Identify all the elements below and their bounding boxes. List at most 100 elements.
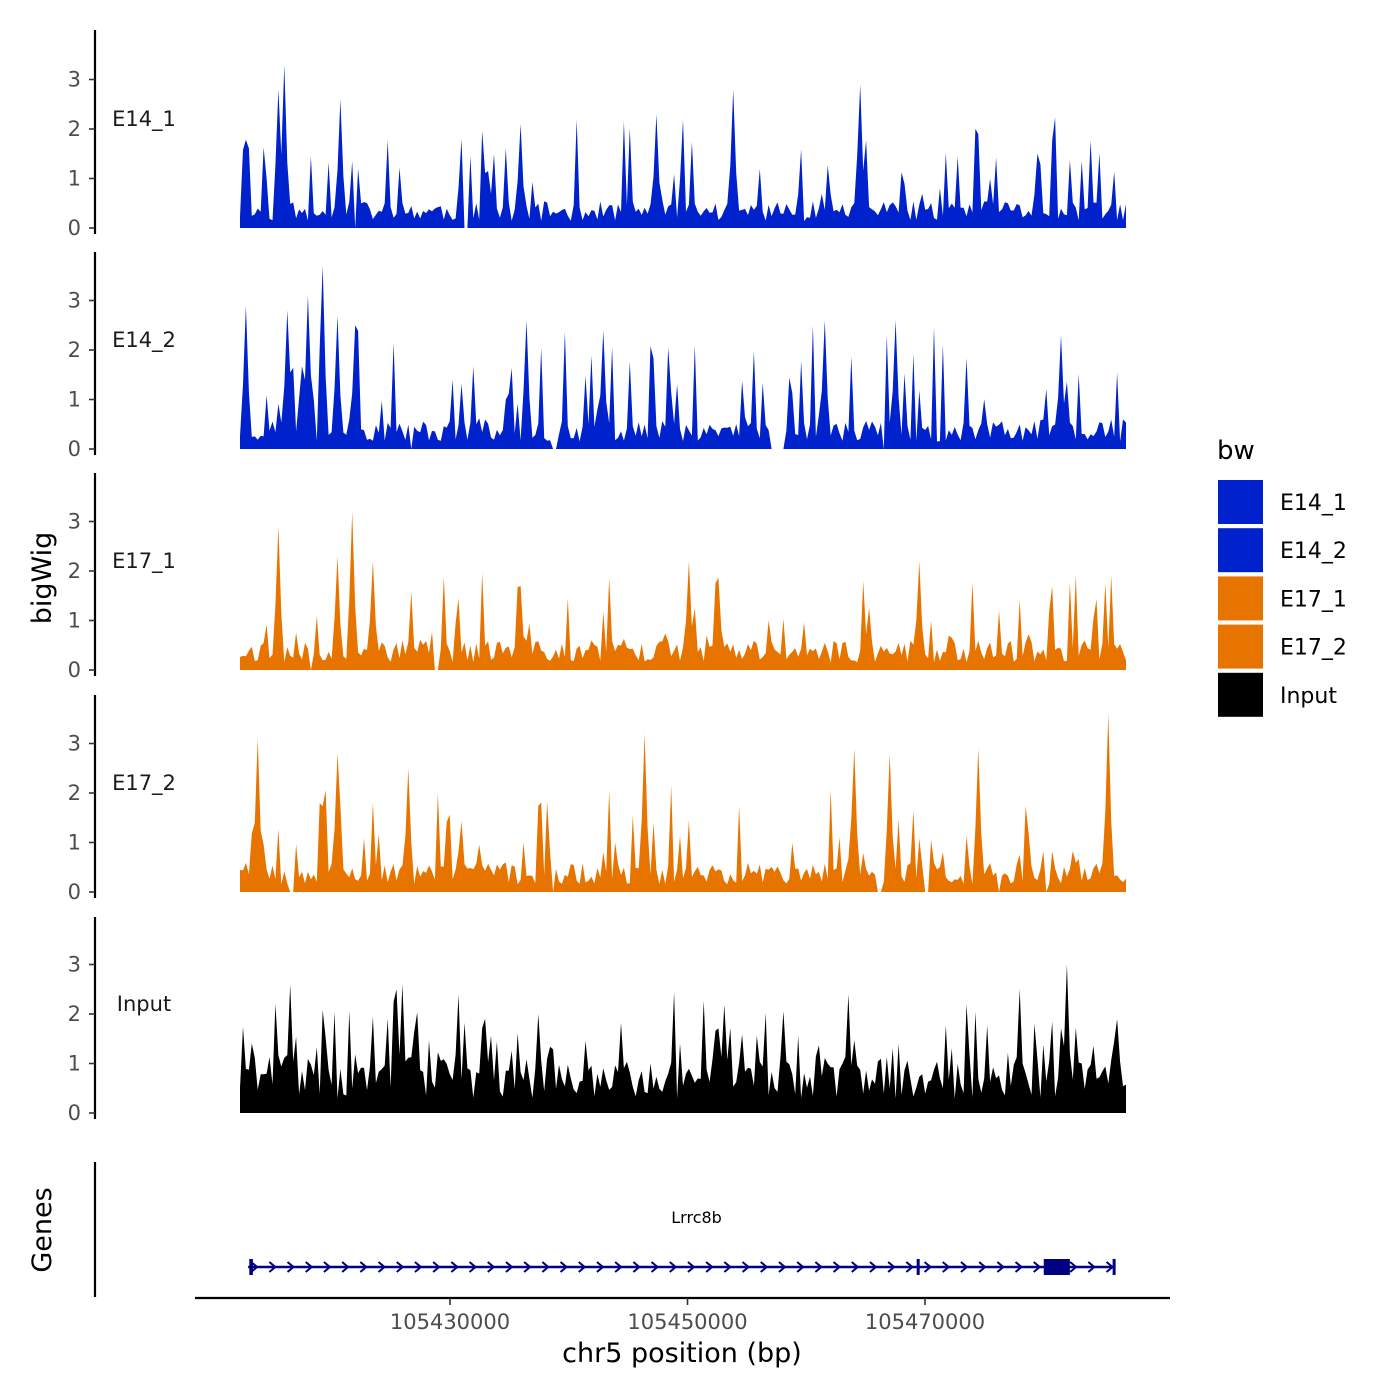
y-tick-label: 3: [68, 289, 81, 313]
y-tick-label: 3: [68, 953, 81, 977]
strand-arrow: [851, 1261, 860, 1273]
strand-arrow: [1105, 1261, 1115, 1273]
track-label: E14_1: [112, 107, 176, 132]
signal-area: [240, 964, 1126, 1113]
strand-arrow: [505, 1261, 514, 1273]
strand-arrow: [578, 1261, 587, 1273]
strand-arrow: [523, 1261, 532, 1273]
genes-axis-title: Genes: [27, 1187, 58, 1272]
strand-arrow: [614, 1261, 623, 1273]
track-Input: 0 1 2 3 Input: [68, 917, 1126, 1125]
gene-label: Lrrc8b: [671, 1208, 722, 1227]
y-axis-title: bigWig: [27, 532, 58, 625]
y-tick-label: 0: [68, 658, 81, 682]
track-E14_2: 0 1 2 3 E14_2: [68, 252, 1126, 461]
y-tick-label: 3: [68, 510, 81, 534]
strand-arrow: [432, 1261, 441, 1273]
x-tick-label: 105430000: [390, 1310, 510, 1334]
track-label: E17_1: [112, 549, 176, 574]
legend-key: [1218, 576, 1263, 621]
signal-area: [240, 265, 1126, 449]
strand-arrow: [323, 1261, 332, 1273]
strand-arrow: [1069, 1261, 1078, 1273]
track-E17_2: 0 1 2 3 E17_2: [68, 695, 1126, 904]
legend-label: E17_1: [1280, 587, 1347, 612]
legend: bw E14_1 E14_2 E17_1 E17_2 Input: [1217, 436, 1347, 717]
signal-tracks: 0 1 2 3 E14_1 0 1 2 3 E14_2 0 1 2 3 E17_1 0 1 2 3 E17_2 0 1 2 3…: [68, 30, 1126, 1125]
strand-arrow: [596, 1261, 605, 1273]
y-tick-label: 2: [68, 1002, 81, 1026]
strand-arrow: [960, 1261, 969, 1273]
y-tick-label: 1: [68, 609, 81, 633]
track-label: E14_2: [112, 328, 176, 353]
signal-area: [240, 64, 1126, 228]
strand-arrow: [632, 1261, 641, 1273]
legend-key: [1218, 528, 1263, 573]
y-tick-label: 3: [68, 68, 81, 92]
strand-arrow: [286, 1261, 296, 1273]
exon: [1043, 1259, 1070, 1275]
strand-arrow: [450, 1261, 459, 1273]
signal-area: [240, 511, 1126, 670]
legend-key: [1218, 672, 1263, 717]
y-tick-label: 2: [68, 559, 81, 583]
y-tick-label: 2: [68, 117, 81, 141]
strand-arrow: [705, 1261, 714, 1273]
track-label: E17_2: [112, 771, 176, 796]
strand-arrow: [305, 1261, 314, 1273]
strand-arrow: [1033, 1261, 1042, 1273]
strand-arrow: [741, 1261, 751, 1273]
strand-arrow: [832, 1261, 842, 1273]
y-tick-label: 1: [68, 831, 81, 855]
strand-arrow: [377, 1261, 387, 1273]
track-E14_1: 0 1 2 3 E14_1: [68, 30, 1126, 240]
y-tick-label: 2: [68, 781, 81, 805]
legend-label: Input: [1280, 684, 1337, 709]
legend-label: E14_2: [1280, 539, 1347, 564]
y-tick-label: 3: [68, 732, 81, 756]
legend-label: E14_1: [1280, 491, 1347, 516]
strand-arrow: [359, 1261, 368, 1273]
strand-arrow: [814, 1261, 823, 1273]
strand-arrow: [887, 1261, 896, 1273]
strand-arrow: [414, 1261, 423, 1273]
strand-arrow: [942, 1261, 951, 1273]
strand-arrow: [905, 1261, 914, 1273]
legend-key: [1218, 624, 1263, 669]
x-axis-title: chr5 position (bp): [562, 1338, 802, 1369]
legend-title: bw: [1217, 436, 1255, 466]
exon: [1112, 1259, 1116, 1275]
y-tick-label: 1: [68, 1052, 81, 1076]
track-label: Input: [117, 992, 171, 1016]
genes-panel: Lrrc8b: [93, 1162, 1116, 1297]
strand-arrow: [778, 1261, 787, 1273]
y-tick-label: 0: [68, 437, 81, 461]
strand-arrow: [268, 1261, 277, 1273]
strand-arrow: [650, 1261, 660, 1273]
y-tick-label: 1: [68, 167, 81, 191]
y-tick-label: 0: [68, 880, 81, 904]
strand-arrow: [396, 1261, 405, 1273]
strand-arrow: [796, 1261, 805, 1273]
y-tick-label: 1: [68, 388, 81, 412]
y-tick-label: 0: [68, 1101, 81, 1125]
exon: [249, 1259, 253, 1275]
strand-arrow: [869, 1261, 878, 1273]
strand-arrow: [487, 1261, 496, 1273]
strand-arrow: [760, 1261, 769, 1273]
strand-arrow: [1087, 1261, 1096, 1273]
strand-arrow: [923, 1261, 933, 1273]
x-tick-label: 105450000: [627, 1310, 747, 1334]
y-tick-label: 0: [68, 216, 81, 240]
strand-arrow: [978, 1261, 987, 1273]
strand-arrow: [250, 1261, 259, 1273]
strand-arrow: [468, 1261, 478, 1273]
signal-area: [240, 713, 1126, 892]
x-tick-label: 105470000: [865, 1310, 985, 1334]
strand-arrow: [1014, 1261, 1024, 1273]
strand-arrow: [687, 1261, 696, 1273]
strand-arrow: [341, 1261, 350, 1273]
strand-arrow: [669, 1261, 678, 1273]
strand-arrow: [996, 1261, 1005, 1273]
